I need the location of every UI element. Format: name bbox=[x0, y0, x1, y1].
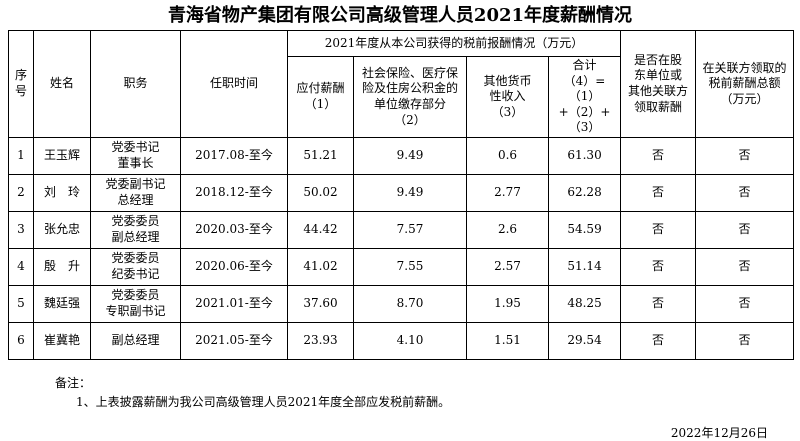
cell-total: 29.54 bbox=[547, 321, 622, 360]
table-row: 1 王玉辉 党委书记 董事长 2017.08-至今 51.21 9.49 0.6 61.30 否… bbox=[8, 136, 795, 175]
cell-insurance: 7.55 bbox=[353, 247, 467, 286]
cell-other-income: 1.51 bbox=[466, 321, 549, 360]
cell-position: 党委委员 副总经理 bbox=[90, 210, 181, 249]
cell-name: 崔冀艳 bbox=[33, 321, 91, 360]
cell-position: 党委书记 董事长 bbox=[90, 136, 181, 175]
cell-other-income: 2.6 bbox=[466, 210, 549, 249]
header-tenure: 任职时间 bbox=[180, 30, 288, 138]
cell-related-party: 否 bbox=[695, 136, 795, 175]
table-row: 6 崔冀艳 副总经理 2021.05-至今 23.93 4.10 1.51 29.54 否否 bbox=[8, 321, 795, 360]
header-insurance: 社会保险、医疗保 险及住房公积金的 单位缴存部分 （2） bbox=[353, 56, 467, 138]
cell-related-party: 否 bbox=[695, 321, 795, 360]
cell-other-income: 1.95 bbox=[466, 284, 549, 323]
cell-shareholder: 否 bbox=[620, 136, 697, 175]
table-row: 3 张允忠 党委委员 副总经理 2020.03-至今 44.42 7.57 2.6 54.59… bbox=[8, 210, 795, 249]
cell-total: 48.25 bbox=[547, 284, 622, 323]
header-name: 姓名 bbox=[33, 30, 91, 138]
cell-payable: 44.42 bbox=[287, 210, 354, 249]
cell-tenure: 2021.01-至今 bbox=[180, 284, 288, 323]
table-row: 5 魏廷强 党委委员 专职副书记 2021.01-至今 37.60 8.70 1.95 48.… bbox=[8, 284, 795, 323]
document-date: 2022年12月26日 bbox=[670, 425, 768, 440]
cell-shareholder: 否 bbox=[620, 284, 697, 323]
cell-total: 61.30 bbox=[547, 136, 622, 175]
cell-seq: 2 bbox=[8, 173, 34, 212]
cell-name: 刘 玲 bbox=[33, 173, 91, 212]
cell-insurance: 8.70 bbox=[353, 284, 467, 323]
cell-shareholder: 否 bbox=[620, 210, 697, 249]
cell-seq: 4 bbox=[8, 247, 34, 286]
cell-insurance: 9.49 bbox=[353, 173, 467, 212]
header-shareholder: 是否在股 东单位或 其他关联方 领取薪酬 bbox=[620, 30, 697, 138]
cell-tenure: 2018.12-至今 bbox=[180, 173, 288, 212]
cell-payable: 51.21 bbox=[287, 136, 354, 175]
cell-payable: 37.60 bbox=[287, 284, 354, 323]
cell-related-party: 否 bbox=[695, 173, 795, 212]
cell-position: 党委委员 专职副书记 bbox=[90, 284, 181, 323]
header-total: 合计 （4）=（1） +（2）+ （3） bbox=[547, 56, 622, 138]
notes-label: 备注： bbox=[55, 375, 92, 390]
salary-table: 序 号 姓名 职务 任职时间 2021年度从本公司获得的税前报酬情况（万元） 是… bbox=[8, 30, 795, 360]
cell-total: 51.14 bbox=[547, 247, 622, 286]
cell-name: 殷 升 bbox=[33, 247, 91, 286]
page-title: 青海省物产集团有限公司高级管理人员2021年度薪酬情况 bbox=[167, 5, 633, 26]
cell-payable: 50.02 bbox=[287, 173, 354, 212]
cell-payable: 41.02 bbox=[287, 247, 354, 286]
header-position: 职务 bbox=[90, 30, 181, 138]
cell-shareholder: 否 bbox=[620, 321, 697, 360]
cell-seq: 5 bbox=[8, 284, 34, 323]
cell-related-party: 否 bbox=[695, 210, 795, 249]
cell-other-income: 2.57 bbox=[466, 247, 549, 286]
cell-other-income: 0.6 bbox=[466, 136, 549, 175]
cell-name: 王玉辉 bbox=[33, 136, 91, 175]
header-payable: 应付薪酬 （1） bbox=[287, 56, 354, 138]
cell-insurance: 4.10 bbox=[353, 321, 467, 360]
cell-insurance: 9.49 bbox=[353, 136, 467, 175]
cell-other-income: 2.77 bbox=[466, 173, 549, 212]
header-other-income: 其他货币 性收入 （3） bbox=[466, 56, 549, 138]
cell-tenure: 2020.03-至今 bbox=[180, 210, 288, 249]
cell-total: 62.28 bbox=[547, 173, 622, 212]
cell-position: 党委副书记 总经理 bbox=[90, 173, 181, 212]
cell-tenure: 2020.06-至今 bbox=[180, 247, 288, 286]
cell-shareholder: 否 bbox=[620, 173, 697, 212]
cell-insurance: 7.57 bbox=[353, 210, 467, 249]
cell-position: 党委委员 纪委书记 bbox=[90, 247, 181, 286]
cell-total: 54.59 bbox=[547, 210, 622, 249]
cell-payable: 23.93 bbox=[287, 321, 354, 360]
notes-section: 备注： 1、上表披露薪酬为我公司高级管理人员2021年度全部应发税前薪酬。 bbox=[0, 374, 800, 412]
cell-seq: 6 bbox=[8, 321, 34, 360]
cell-position: 副总经理 bbox=[90, 321, 181, 360]
table-header: 序 号 姓名 职务 任职时间 2021年度从本公司获得的税前报酬情况（万元） 是… bbox=[8, 30, 795, 138]
cell-shareholder: 否 bbox=[620, 247, 697, 286]
cell-name: 魏廷强 bbox=[33, 284, 91, 323]
cell-related-party: 否 bbox=[695, 284, 795, 323]
cell-tenure: 2021.05-至今 bbox=[180, 321, 288, 360]
cell-related-party: 否 bbox=[695, 247, 795, 286]
cell-seq: 3 bbox=[8, 210, 34, 249]
table-body: 1 王玉辉 党委书记 董事长 2017.08-至今 51.21 9.49 0.6 61.30 否… bbox=[8, 136, 795, 360]
header-group-pretax: 2021年度从本公司获得的税前报酬情况（万元） bbox=[286, 30, 622, 57]
cell-name: 张允忠 bbox=[33, 210, 91, 249]
cell-seq: 1 bbox=[8, 136, 34, 175]
cell-tenure: 2017.08-至今 bbox=[180, 136, 288, 175]
header-related-party: 在关联方领取的 税前薪酬总额 （万元） bbox=[695, 30, 795, 138]
note-item-1: 1、上表披露薪酬为我公司高级管理人员2021年度全部应发税前薪酬。 bbox=[76, 394, 451, 409]
header-seq: 序 号 bbox=[8, 30, 34, 138]
